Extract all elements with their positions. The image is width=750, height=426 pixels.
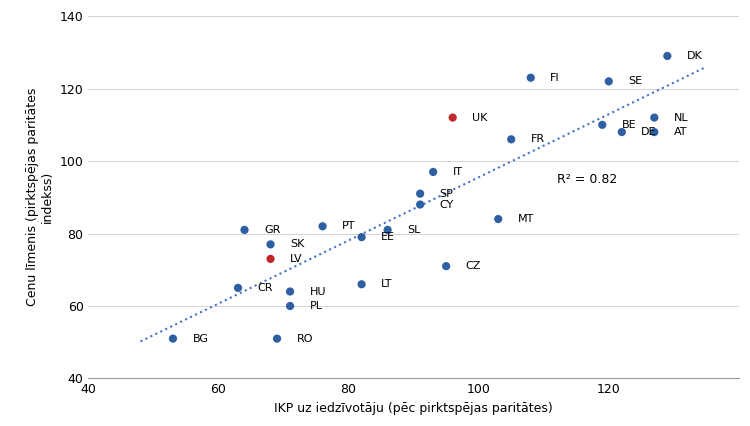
Point xyxy=(238,227,250,233)
Point xyxy=(265,241,277,248)
Text: NL: NL xyxy=(674,112,688,123)
Point xyxy=(284,302,296,309)
Point xyxy=(440,263,452,270)
Text: EE: EE xyxy=(381,232,395,242)
Point xyxy=(492,216,504,222)
Text: CZ: CZ xyxy=(466,261,481,271)
Text: BG: BG xyxy=(193,334,208,344)
Text: R² = 0.82: R² = 0.82 xyxy=(556,173,617,186)
Text: SL: SL xyxy=(407,225,421,235)
Text: CR: CR xyxy=(257,283,273,293)
Text: MT: MT xyxy=(518,214,534,224)
Text: GR: GR xyxy=(264,225,280,235)
Point xyxy=(603,78,615,85)
Point xyxy=(506,136,518,143)
Point xyxy=(662,52,674,59)
Point xyxy=(316,223,328,230)
Y-axis label: Cenu līmenis (pirktspējas paritātes
indekss): Cenu līmenis (pirktspējas paritātes inde… xyxy=(26,88,54,306)
Point xyxy=(382,227,394,233)
Text: IT: IT xyxy=(453,167,463,177)
Point xyxy=(414,190,426,197)
Point xyxy=(232,285,244,291)
Text: UK: UK xyxy=(472,112,488,123)
Text: LV: LV xyxy=(290,254,303,264)
Point xyxy=(265,256,277,262)
Text: PT: PT xyxy=(342,221,355,231)
Point xyxy=(414,201,426,208)
Text: DK: DK xyxy=(687,51,703,61)
Text: LT: LT xyxy=(381,279,392,289)
Text: FR: FR xyxy=(531,134,544,144)
Point xyxy=(427,169,439,176)
Point xyxy=(356,234,368,241)
Text: BE: BE xyxy=(622,120,637,130)
Text: CY: CY xyxy=(440,199,454,210)
X-axis label: IKP uz iedzīvotāju (pēc pirktspējas paritātes): IKP uz iedzīvotāju (pēc pirktspējas pari… xyxy=(274,402,553,415)
Text: SP: SP xyxy=(440,189,454,199)
Text: AT: AT xyxy=(674,127,687,137)
Text: SK: SK xyxy=(290,239,304,249)
Point xyxy=(525,74,537,81)
Point xyxy=(616,129,628,135)
Text: HU: HU xyxy=(310,287,326,296)
Text: PL: PL xyxy=(310,301,322,311)
Point xyxy=(356,281,368,288)
Point xyxy=(447,114,459,121)
Text: FI: FI xyxy=(550,73,560,83)
Point xyxy=(284,288,296,295)
Text: SE: SE xyxy=(628,76,643,86)
Point xyxy=(167,335,179,342)
Text: RO: RO xyxy=(296,334,313,344)
Point xyxy=(596,121,608,128)
Point xyxy=(648,114,660,121)
Point xyxy=(648,129,660,135)
Point xyxy=(271,335,283,342)
Text: DE: DE xyxy=(641,127,657,137)
